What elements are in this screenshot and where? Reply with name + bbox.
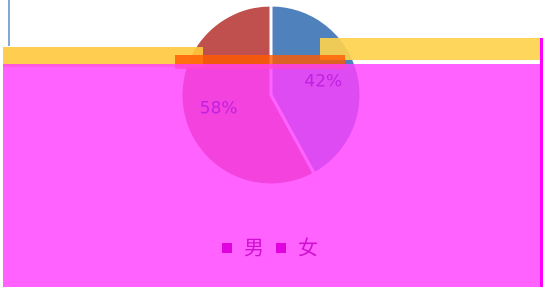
page: 42%58% 男女 (() => { const data = JSON.par…	[0, 0, 546, 291]
glitch-edge	[540, 38, 543, 287]
overlay	[3, 38, 543, 287]
glitch-band	[320, 38, 542, 60]
data-label: 58%	[200, 98, 238, 118]
chart: 42% 58% 男 女	[0, 0, 546, 291]
legend-label: 男	[244, 236, 264, 260]
data-label: 42%	[304, 72, 342, 92]
legend-label: 女	[298, 236, 318, 260]
legend-swatch	[222, 243, 232, 253]
legend-swatch	[276, 243, 286, 253]
glitch-overlay	[3, 64, 542, 287]
